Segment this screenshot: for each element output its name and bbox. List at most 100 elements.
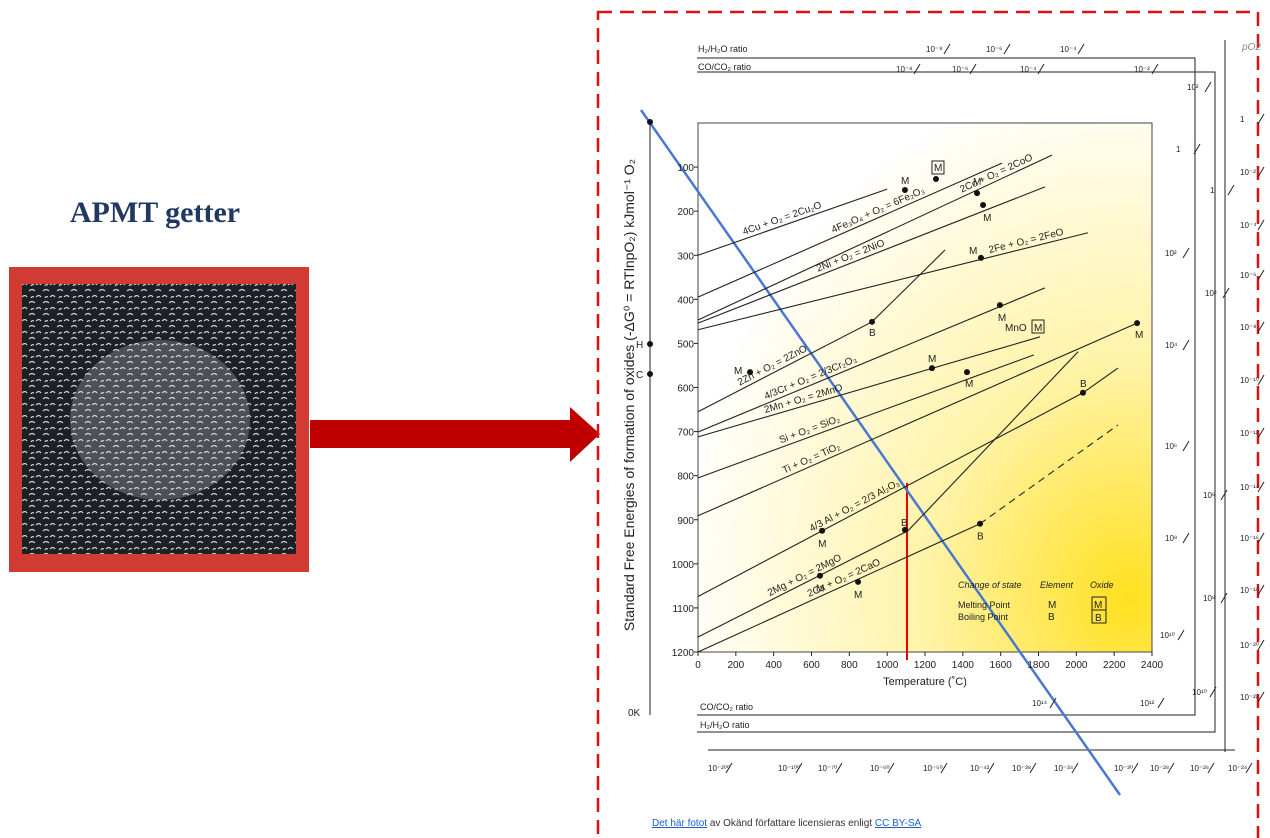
state-label: M [998, 313, 1006, 324]
right-co-tick-tick [1183, 441, 1189, 451]
credit: Det här fotot av Okänd författare licens… [652, 818, 921, 829]
photo-link[interactable]: Det här fotot [652, 818, 707, 829]
y-tick-label: 400 [677, 295, 694, 306]
state-label: M [816, 584, 824, 595]
right-h-tick-tick [1221, 593, 1227, 603]
right-co-tick-tick [1183, 533, 1189, 543]
y-tick-label: 800 [677, 472, 694, 483]
state-point [997, 302, 1003, 308]
top-co-tick: 10⁻⁴ [1020, 65, 1037, 74]
bottom-scale-tick: 10⁻³⁸ [1012, 764, 1031, 773]
license-link[interactable]: CC BY-SA [875, 818, 921, 829]
right-h-tick: 1 [1210, 186, 1215, 195]
legend-text: M [1094, 600, 1102, 611]
right-co-tick: 1 [1176, 145, 1181, 154]
po2-tick: 10⁻⁴ [1240, 221, 1257, 230]
y-tick-label: 1200 [672, 648, 695, 659]
right-co-tick: 10² [1165, 249, 1177, 258]
state-point [980, 202, 986, 208]
state-label: M [934, 163, 942, 174]
x-axis-label: Temperature (˚C) [883, 676, 967, 688]
right-co-tick: 10⁶ [1165, 442, 1177, 451]
x-tick-label: 800 [841, 660, 858, 671]
state-point [929, 365, 935, 371]
bottom-scale-tick: 10⁻⁶⁰ [870, 764, 890, 773]
y-tick-label: 1100 [672, 604, 694, 615]
x-tick-label: 400 [765, 660, 782, 671]
top-co-tick: 10⁻⁸ [896, 65, 913, 74]
legend-text: B [1048, 612, 1055, 623]
po2-tick: 10⁻¹² [1240, 429, 1259, 438]
top-h-tick: 10⁻⁴ [1060, 45, 1077, 54]
po2-tick: 10⁻⁸ [1240, 323, 1257, 332]
y-tick-label: 700 [677, 428, 694, 439]
x-tick-label: 2200 [1103, 660, 1126, 671]
right-h-tick: 10⁸ [1203, 594, 1215, 603]
legend-head: Element [1040, 580, 1074, 590]
bottom-scale-tick: 10⁻²⁴ [1228, 764, 1248, 773]
legend-text: Boiling Point [958, 612, 1009, 622]
right-co-tick-tick [1178, 630, 1184, 640]
x-tick-label: 0 [695, 660, 701, 671]
state-label: M [973, 177, 981, 188]
state-point [1134, 320, 1140, 326]
state-label: M [983, 213, 991, 224]
c-point [647, 371, 653, 377]
nomogram-label: CO/CO₂ ratio [698, 62, 751, 72]
po2-tick: 10⁻¹⁸ [1240, 586, 1259, 595]
slide: APMT getter Standard Free Energies of fo… [0, 0, 1270, 838]
state-label: B [977, 532, 984, 543]
po2-tick: 1 [1240, 115, 1245, 124]
legend-text: M [1048, 600, 1056, 611]
state-point [1080, 390, 1086, 396]
po2-tick: 10⁻²² [1240, 693, 1259, 702]
origin-point [647, 119, 653, 125]
right-h-tick-tick [1223, 288, 1229, 298]
x-tick-label: 2000 [1065, 660, 1088, 671]
state-point [747, 369, 753, 375]
po2-tick: 10⁻² [1240, 168, 1256, 177]
state-point [902, 187, 908, 193]
h-point [647, 341, 653, 347]
y-tick-label: 600 [677, 384, 694, 395]
nomogram-label: CO/CO₂ ratio [700, 702, 753, 712]
bottom-scale-tick: 10⁻³⁴ [1054, 764, 1074, 773]
nomogram-label: H₂/H₂O ratio [700, 720, 750, 730]
x-tick-label: 1400 [952, 660, 975, 671]
canvas: Standard Free Energies of formation of o… [0, 0, 1270, 838]
y-axis-label: Standard Free Energies of formation of o… [621, 159, 637, 631]
top-h-tick-tick [1004, 44, 1010, 54]
arrow [310, 407, 600, 462]
top-co-tick: 10⁻⁶ [952, 65, 968, 74]
right-co-tick-tick [1183, 340, 1189, 350]
state-label: B [869, 328, 876, 339]
x-tick-label: 1800 [1027, 660, 1050, 671]
legend-head: Change of state [958, 580, 1022, 590]
state-label: M [1135, 330, 1143, 341]
state-label: M [928, 354, 936, 365]
y-tick-label: 300 [677, 251, 694, 262]
po2-tick: 10⁻⁶ [1240, 271, 1256, 280]
mno-label: MnO [1005, 323, 1027, 334]
state-point [869, 319, 875, 325]
state-label: B [901, 518, 908, 529]
mno-m: M [1034, 323, 1042, 334]
nomogram-label: H₂/H₂O ratio [698, 44, 748, 54]
po2-tick-tick [1258, 114, 1264, 124]
bottom-co-tick: 10¹² [1140, 699, 1155, 708]
x-tick-label: 200 [727, 660, 744, 671]
top-h-tick-tick [1078, 44, 1084, 54]
x-tick-label: 1600 [990, 660, 1013, 671]
state-point [819, 528, 825, 534]
state-label: M [965, 379, 973, 390]
top-co-tick: 10⁻² [1134, 65, 1150, 74]
right-h-tick: 10² [1205, 289, 1217, 298]
bottom-scale-tick: 10⁻⁵⁰ [923, 764, 943, 773]
x-tick-label: 600 [803, 660, 820, 671]
x-tick-label: 2400 [1141, 660, 1164, 671]
y-tick-label: 900 [677, 516, 694, 527]
state-point [978, 255, 984, 261]
po2-tick: 10⁻¹⁶ [1240, 534, 1259, 543]
state-point [933, 176, 939, 182]
right-h-tick-tick [1205, 82, 1211, 92]
